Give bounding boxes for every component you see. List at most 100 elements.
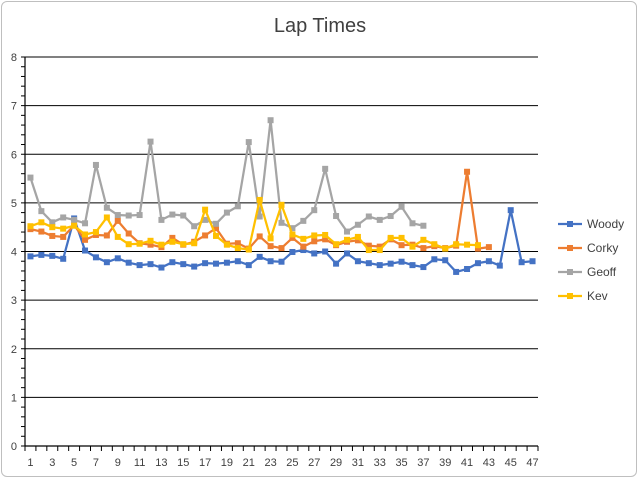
data-point (365, 260, 372, 267)
data-point (191, 240, 198, 247)
data-point (529, 258, 536, 265)
data-point (464, 168, 471, 175)
data-point (180, 212, 187, 219)
data-point (343, 236, 350, 243)
data-point (409, 220, 416, 227)
data-point (234, 240, 241, 247)
data-point (518, 259, 525, 266)
y-tick-label: 0 (11, 441, 17, 453)
data-point (234, 245, 241, 252)
legend-item-geoff: Geoff (558, 265, 617, 279)
data-point (300, 217, 307, 224)
data-point (202, 206, 209, 213)
data-point (387, 260, 394, 267)
x-tick-label: 45 (505, 457, 517, 469)
legend: Woody Corky Geoff Kev (558, 217, 624, 303)
data-point (442, 245, 449, 252)
x-tick-label: 31 (352, 457, 364, 469)
data-point (256, 213, 263, 220)
data-point (169, 238, 176, 245)
data-point (27, 223, 34, 230)
data-point (431, 241, 438, 248)
data-point (71, 222, 78, 229)
data-point (464, 266, 471, 273)
data-point (311, 207, 318, 214)
data-point (223, 241, 230, 248)
data-point (136, 212, 143, 219)
data-point (125, 259, 132, 266)
series-layer (27, 117, 536, 275)
data-point (322, 231, 329, 238)
x-tick-label: 21 (243, 457, 255, 469)
legend-label: Kev (587, 289, 608, 303)
data-point (38, 228, 45, 235)
y-tick-label: 3 (11, 295, 17, 307)
data-point (223, 259, 230, 266)
data-point (387, 213, 394, 220)
data-point (60, 233, 67, 240)
data-point (256, 196, 263, 203)
data-point (311, 232, 318, 239)
data-point (376, 243, 383, 250)
x-tick-label: 29 (330, 457, 342, 469)
data-point (267, 117, 274, 124)
data-point (180, 261, 187, 268)
data-point (333, 260, 340, 267)
data-point (333, 213, 340, 220)
data-point (223, 209, 230, 216)
y-tick-label: 1 (11, 392, 17, 404)
data-point (387, 234, 394, 241)
gridlines (25, 56, 538, 398)
x-tick-label: 19 (221, 457, 233, 469)
legend-label: Geoff (587, 265, 617, 279)
data-point (289, 231, 296, 238)
x-tick-label: 41 (461, 457, 473, 469)
data-point (136, 262, 143, 269)
y-tick-label: 5 (11, 198, 17, 210)
data-point (464, 241, 471, 248)
data-point (191, 223, 198, 230)
data-point (147, 237, 154, 244)
data-point (234, 258, 241, 265)
data-point (191, 263, 198, 270)
data-point (202, 216, 209, 223)
data-point (376, 262, 383, 269)
data-point (442, 257, 449, 264)
x-tick-label: 27 (308, 457, 320, 469)
data-point (245, 246, 252, 253)
legend-marker (567, 245, 573, 251)
data-point (409, 243, 416, 250)
x-tick-label: 11 (134, 457, 145, 469)
data-point (114, 233, 121, 240)
data-point (256, 233, 263, 240)
data-point (256, 253, 263, 260)
data-point (49, 252, 56, 259)
legend-item-corky: Corky (558, 241, 618, 255)
data-point (27, 174, 34, 181)
data-point (49, 219, 56, 226)
legend-label: Woody (587, 217, 624, 231)
x-tick-label: 7 (93, 457, 99, 469)
data-point (92, 161, 99, 168)
data-point (234, 203, 241, 210)
chart-title: Lap Times (274, 15, 366, 37)
data-point (82, 220, 89, 227)
data-point (202, 260, 209, 267)
data-point (507, 207, 514, 214)
data-point (213, 260, 220, 267)
x-tick-label: 43 (483, 457, 495, 469)
data-point (158, 241, 165, 248)
data-point (485, 258, 492, 265)
data-point (82, 231, 89, 238)
data-point (114, 255, 121, 262)
data-point (92, 254, 99, 261)
x-tick-label: 15 (177, 457, 189, 469)
data-point (420, 264, 427, 271)
data-point (38, 251, 45, 258)
data-point (496, 262, 503, 269)
data-point (398, 203, 405, 210)
data-point (311, 238, 318, 245)
data-point (431, 256, 438, 263)
